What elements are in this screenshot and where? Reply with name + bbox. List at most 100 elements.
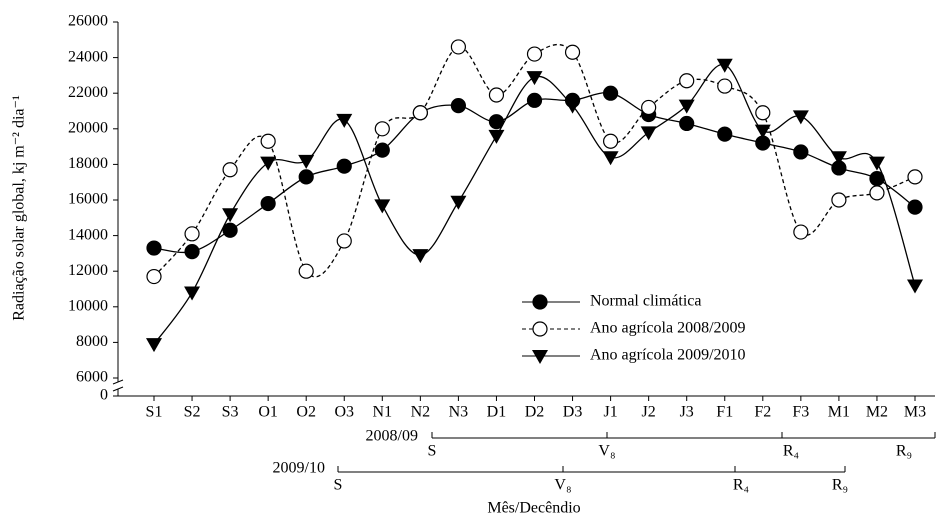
data-point: [336, 113, 353, 128]
stage-label: R₄: [733, 477, 750, 494]
data-point: [222, 222, 238, 238]
data-point: [488, 114, 505, 130]
data-point: [488, 129, 505, 144]
x-tick-label: D1: [487, 404, 507, 421]
y-tick-label: 18000: [68, 155, 108, 172]
legend-label: Ano agrícola 2009/2010: [590, 347, 746, 364]
legend-marker: [532, 350, 548, 364]
y-tick-label: 0: [100, 387, 108, 404]
x-tick-label: S2: [184, 404, 201, 421]
stage-label: R₄: [783, 443, 800, 460]
data-point: [298, 263, 314, 279]
y-axis-label: Radiação solar global, kj m⁻² dia⁻¹: [11, 95, 28, 321]
y-tick-label: 6000: [76, 369, 108, 386]
stage-season: 2008/09: [366, 428, 418, 445]
x-tick-label: O2: [296, 404, 316, 421]
data-point: [793, 144, 809, 160]
y-tick-label: 12000: [68, 262, 108, 279]
data-point: [146, 338, 162, 353]
data-point: [754, 124, 771, 139]
data-point: [869, 171, 885, 187]
x-tick-label: J3: [680, 404, 694, 421]
y-tick-label: 8000: [76, 333, 108, 350]
stage-label: S: [334, 477, 343, 494]
data-point: [564, 44, 581, 60]
x-axis-label: Mês/Decêndio: [487, 500, 580, 517]
legend-marker: [532, 321, 548, 337]
x-tick-label: N3: [449, 404, 469, 421]
data-point: [793, 224, 809, 240]
x-tick-label: O3: [334, 404, 354, 421]
data-point: [374, 121, 390, 137]
data-point: [374, 199, 391, 214]
x-tick-label: F2: [754, 404, 771, 421]
legend-marker: [532, 294, 548, 310]
data-point: [640, 126, 657, 141]
data-point: [336, 233, 352, 249]
stage-season: 2009/10: [273, 460, 325, 477]
x-tick-label: D3: [563, 404, 583, 421]
data-point: [260, 195, 276, 212]
data-point: [184, 244, 200, 260]
data-point: [564, 99, 581, 114]
data-point: [412, 105, 428, 121]
stage-label: V₈: [554, 477, 571, 494]
data-point: [831, 192, 847, 208]
x-tick-label: S3: [222, 404, 239, 421]
data-point: [184, 286, 201, 301]
y-tick-label: 14000: [68, 226, 108, 243]
x-tick-label: M3: [904, 404, 926, 421]
data-point: [907, 169, 923, 185]
data-point: [716, 58, 733, 73]
data-point: [830, 151, 847, 166]
data-point: [450, 98, 466, 114]
data-point: [717, 126, 733, 142]
data-point: [336, 158, 352, 174]
y-tick-label: 20000: [68, 119, 108, 136]
data-point: [374, 142, 390, 158]
data-point: [526, 92, 543, 108]
data-point: [298, 169, 314, 185]
data-point: [868, 156, 885, 171]
data-point: [602, 151, 619, 166]
data-point: [678, 99, 695, 114]
x-tick-label: N2: [411, 404, 431, 421]
legend-label: Ano agrícola 2008/2009: [590, 320, 746, 337]
x-tick-label: O1: [258, 404, 278, 421]
series-line: [153, 43, 916, 278]
data-point: [602, 85, 619, 101]
x-tick-label: D2: [525, 404, 545, 421]
data-point: [488, 87, 505, 103]
data-point: [907, 199, 923, 215]
data-point: [602, 133, 619, 149]
y-tick-label: 16000: [68, 191, 108, 208]
x-tick-label: N1: [373, 404, 393, 421]
data-point: [679, 73, 695, 89]
data-point: [260, 156, 277, 171]
data-point: [412, 249, 429, 264]
stage-label: S: [428, 443, 437, 460]
data-point: [526, 46, 543, 62]
x-tick-label: F1: [716, 404, 733, 421]
data-point: [869, 185, 885, 201]
data-point: [450, 195, 467, 210]
data-point: [717, 78, 733, 94]
axis-break: [112, 386, 124, 392]
data-point: [755, 105, 771, 121]
data-point: [298, 154, 315, 169]
data-point: [526, 71, 543, 86]
y-tick-label: 26000: [68, 13, 108, 30]
data-point: [641, 99, 657, 116]
data-point: [222, 162, 238, 178]
data-point: [146, 240, 162, 256]
data-point: [184, 226, 200, 242]
axis-break: [112, 379, 124, 385]
y-tick-label: 22000: [68, 84, 108, 101]
y-tick-label: 10000: [68, 297, 108, 314]
legend-label: Normal climática: [590, 293, 702, 310]
data-point: [907, 279, 923, 294]
x-tick-label: M2: [866, 404, 888, 421]
y-tick-label: 24000: [68, 48, 108, 65]
x-tick-label: J1: [603, 404, 617, 421]
